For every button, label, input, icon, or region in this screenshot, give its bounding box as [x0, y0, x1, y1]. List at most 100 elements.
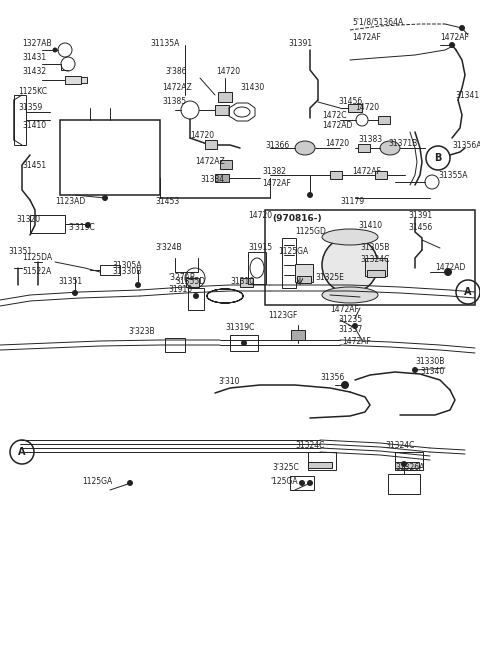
Bar [165, 338, 185, 352]
Text: 14720: 14720 [355, 104, 379, 112]
Text: 1472AF: 1472AF [262, 179, 291, 187]
Text: 31340: 31340 [420, 367, 444, 376]
Bar [81, 77, 87, 83]
Text: 1472AF: 1472AF [440, 34, 469, 43]
Text: A: A [18, 447, 26, 457]
Bar [215, 105, 229, 115]
Circle shape [52, 47, 58, 53]
Bar [295, 264, 313, 282]
Text: 31341: 31341 [455, 91, 479, 99]
Text: 3'323B: 3'323B [128, 327, 155, 336]
Text: 1472AD: 1472AD [435, 263, 466, 273]
Text: 31325E: 31325E [315, 273, 344, 283]
Text: (970816-): (970816-) [272, 214, 322, 223]
Text: A: A [464, 287, 472, 297]
Text: 1472AZ: 1472AZ [195, 158, 225, 166]
Bar [215, 174, 229, 182]
Bar [291, 330, 305, 340]
Bar [297, 276, 311, 283]
Circle shape [449, 42, 455, 48]
Text: 31351: 31351 [8, 248, 32, 256]
Text: 1125GA: 1125GA [278, 248, 308, 256]
Text: 31330B: 31330B [415, 357, 444, 367]
Text: 31391: 31391 [408, 210, 432, 219]
Bar [367, 270, 385, 277]
Text: 1472AD: 1472AD [322, 120, 352, 129]
Text: 31384: 31384 [200, 175, 224, 185]
Text: 31305A: 31305A [112, 260, 142, 269]
Text: 1472AZ: 1472AZ [162, 83, 192, 93]
Text: 3'310: 3'310 [218, 378, 240, 386]
Text: 31324C: 31324C [295, 440, 324, 449]
Circle shape [412, 367, 418, 373]
Bar [205, 140, 217, 149]
Circle shape [352, 105, 358, 111]
Bar [248, 252, 266, 284]
Circle shape [352, 323, 358, 329]
Text: 1472C: 1472C [322, 110, 347, 120]
Text: 31910: 31910 [168, 286, 192, 294]
Circle shape [241, 340, 247, 346]
Ellipse shape [380, 141, 400, 155]
Bar [348, 104, 362, 112]
Text: 31310: 31310 [230, 277, 254, 286]
Text: 31351: 31351 [58, 277, 82, 286]
Bar [395, 452, 423, 470]
Bar [30, 215, 65, 233]
Text: 1472AF: 1472AF [330, 306, 359, 315]
Bar [358, 144, 370, 152]
Text: 31330B: 31330B [112, 267, 142, 277]
Bar [230, 335, 258, 351]
Bar [218, 92, 232, 102]
Text: 1125GD: 1125GD [295, 227, 326, 237]
Circle shape [341, 381, 349, 389]
Text: 31371B: 31371B [388, 139, 417, 148]
Text: 31179: 31179 [340, 198, 364, 206]
Text: 1472AF: 1472AF [342, 338, 371, 346]
Text: 31319C: 31319C [225, 323, 254, 332]
Circle shape [307, 480, 313, 486]
Text: 31305B: 31305B [360, 244, 389, 252]
Text: 31355A: 31355A [438, 171, 468, 179]
Text: 31356: 31356 [320, 373, 344, 382]
Circle shape [102, 195, 108, 201]
Text: 31383: 31383 [358, 135, 382, 145]
Text: 1125KC: 1125KC [18, 87, 47, 95]
Text: 31337: 31337 [338, 325, 362, 334]
Bar [188, 288, 204, 310]
Text: 31320: 31320 [16, 215, 40, 225]
Text: 51522A: 51522A [22, 267, 51, 277]
Text: 1123GF: 1123GF [268, 311, 298, 319]
Circle shape [127, 480, 133, 486]
Bar [395, 462, 419, 468]
Text: 31324C: 31324C [360, 256, 389, 265]
Text: 31451: 31451 [22, 160, 46, 170]
Text: 31391: 31391 [288, 39, 312, 47]
Text: 1472AF: 1472AF [352, 168, 381, 177]
Circle shape [299, 480, 305, 486]
Text: 31359: 31359 [18, 104, 42, 112]
Text: 31432: 31432 [22, 68, 46, 76]
Circle shape [322, 237, 378, 293]
Circle shape [85, 222, 91, 228]
Text: 31385: 31385 [162, 97, 186, 106]
Circle shape [307, 192, 313, 198]
Text: 31324C: 31324C [385, 440, 414, 449]
Text: 1125DA: 1125DA [22, 254, 52, 263]
Bar [186, 278, 199, 287]
Bar [308, 452, 336, 470]
Text: 1327AB: 1327AB [22, 39, 52, 47]
Text: 31456: 31456 [338, 97, 362, 106]
Bar [282, 238, 296, 288]
Bar [330, 171, 342, 179]
Bar [65, 76, 81, 84]
Text: 14720: 14720 [190, 131, 214, 139]
Text: 31355D: 31355D [175, 277, 205, 286]
Text: 31410: 31410 [358, 221, 382, 229]
Text: 31431: 31431 [22, 53, 46, 62]
Text: 31382: 31382 [262, 168, 286, 177]
Text: 3'324B: 3'324B [155, 244, 181, 252]
Text: 31915: 31915 [248, 244, 272, 252]
Text: 14720: 14720 [216, 68, 240, 76]
Text: 31410: 31410 [22, 120, 46, 129]
